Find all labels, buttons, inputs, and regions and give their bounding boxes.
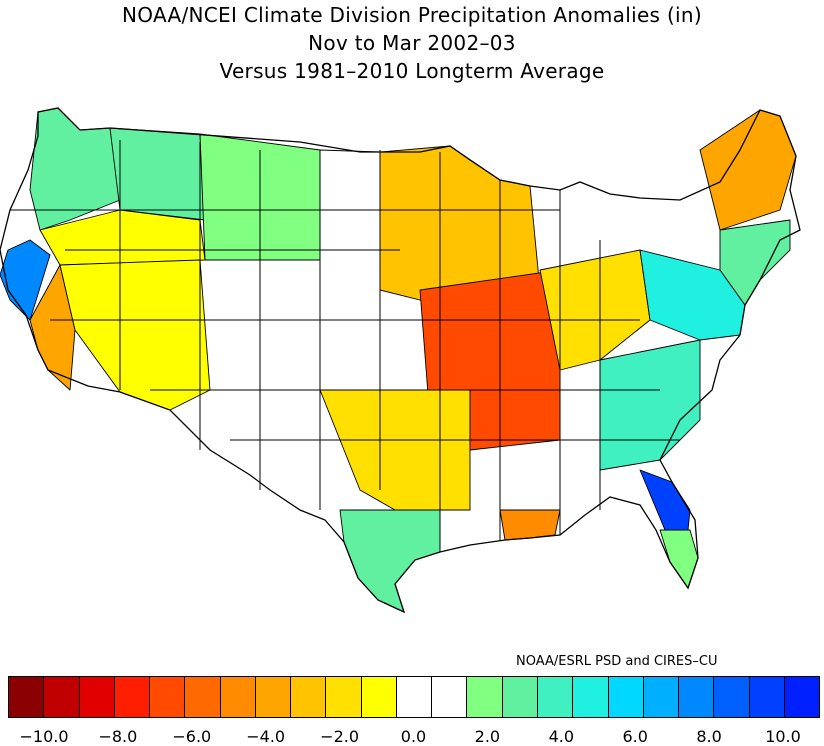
legend-tick-label: −6.0	[172, 727, 212, 746]
data-credit: NOAA/ESRL PSD and CIRES–CU	[516, 654, 718, 669]
legend-swatch	[185, 677, 221, 717]
map-title: NOAA/NCEI Climate Division Precipitation…	[122, 3, 702, 27]
legend-swatch	[44, 677, 80, 717]
legend-swatch	[749, 677, 785, 717]
legend-swatch	[9, 677, 45, 717]
region-northern-new-england	[699, 109, 797, 231]
legend-swatch	[537, 677, 574, 717]
legend-tick-label: 6.0	[622, 727, 648, 746]
legend-swatch	[79, 677, 115, 717]
legend-swatch	[326, 677, 362, 717]
region-nevada-utah	[59, 259, 211, 411]
region-texas-east	[319, 389, 471, 511]
legend-tick-label: −2.0	[320, 727, 360, 746]
legend-swatch	[255, 677, 292, 717]
legend-tick-label: 4.0	[548, 727, 575, 746]
region-northern-florida	[639, 469, 691, 531]
legend-swatch	[220, 677, 256, 717]
legend-swatch	[679, 677, 715, 717]
legend-swatch	[784, 677, 820, 717]
legend-swatch	[114, 677, 151, 717]
legend-tick-label: 10.0	[765, 727, 801, 746]
state-borders	[10, 140, 680, 550]
legend-swatch	[502, 677, 538, 717]
us-precip-anomaly-map	[0, 107, 801, 614]
legend-tick-label: −4.0	[246, 727, 286, 746]
legend-swatch	[573, 677, 609, 717]
region-south-florida	[659, 529, 699, 589]
legend-swatch	[714, 677, 750, 717]
region-eastern-washington	[109, 127, 206, 221]
legend-swatch	[608, 677, 644, 717]
region-oregon-interior	[39, 209, 206, 266]
legend-tick-label: 8.0	[696, 727, 722, 746]
color-scale-legend	[8, 676, 820, 718]
legend-swatch	[432, 677, 468, 717]
legend-swatch	[150, 677, 186, 717]
region-south-texas	[339, 509, 441, 613]
legend-swatch	[396, 677, 433, 717]
region-great-plains	[319, 149, 381, 391]
legend-swatch	[643, 677, 680, 717]
legend-swatch	[291, 677, 327, 717]
legend-tick-label: 2.0	[474, 727, 501, 746]
legend-swatch	[361, 677, 397, 717]
region-carolinas	[599, 339, 701, 471]
legend-tick-label: −8.0	[98, 727, 138, 746]
legend-tick-label: 0.0	[400, 727, 427, 746]
map-subtitle-baseline: Versus 1981–2010 Longterm Average	[219, 59, 605, 83]
map-subtitle-period: Nov to Mar 2002–03	[308, 31, 516, 55]
region-pacific-northwest-coast	[29, 107, 121, 231]
region-ohio-valley	[539, 249, 651, 371]
legend-swatch	[467, 677, 503, 717]
legend-tick-label: −10.0	[19, 727, 69, 746]
